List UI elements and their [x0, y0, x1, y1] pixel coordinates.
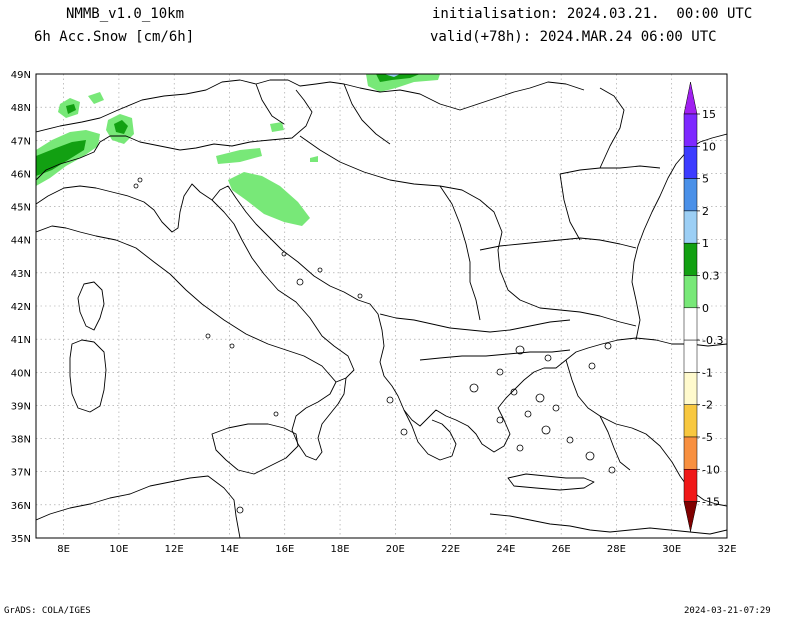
colorbar-label: -15	[702, 496, 720, 509]
lat-tick-label: 45N	[11, 203, 31, 214]
field-title: 6h Acc.Snow [cm/6h]	[34, 29, 195, 45]
lat-tick-label: 47N	[11, 136, 31, 147]
lat-tick-label: 49N	[11, 70, 31, 81]
lat-tick-label: 39N	[11, 401, 31, 412]
lat-tick-label: 43N	[11, 269, 31, 280]
model-title: NMMB_v1.0_10km	[66, 6, 185, 22]
colorbar-top-triangle	[683, 81, 698, 115]
lon-tick-label: 32E	[717, 544, 736, 555]
valid-time: valid(+78h): 2024.MAR.24 06:00 UTC	[430, 29, 717, 45]
lon-tick-label: 8E	[57, 544, 70, 555]
colorbar: 15 10 5 2 1 0.3 0 -0.3 -1 -2 -5 -10 -15	[683, 81, 723, 532]
colorbar-label: 5	[702, 173, 709, 186]
lon-tick-label: 18E	[331, 544, 350, 555]
colorbar-segment	[683, 404, 698, 438]
lat-tick-label: 46N	[11, 169, 31, 180]
gridlines	[36, 74, 727, 538]
colorbar-label: 0	[702, 302, 709, 315]
lat-tick-label: 44N	[11, 236, 31, 247]
colorbar-label: 0.3	[702, 270, 720, 283]
colorbar-segment	[683, 113, 698, 147]
colorbar-segment	[683, 178, 698, 212]
colorbar-segment	[683, 307, 698, 341]
colorbar-segment	[683, 372, 698, 405]
colorbar-label: -5	[702, 431, 713, 444]
colorbar-segment	[683, 210, 698, 244]
lon-tick-label: 20E	[386, 544, 405, 555]
lon-tick-label: 12E	[165, 544, 184, 555]
lat-tick-label: 40N	[11, 368, 31, 379]
colorbar-segment	[683, 242, 698, 276]
lon-tick-label: 26E	[552, 544, 571, 555]
colorbar-segment	[683, 339, 698, 373]
lon-tick-label: 24E	[496, 544, 515, 555]
snow-shading	[36, 74, 440, 226]
colorbar-label: -1	[702, 366, 713, 379]
colorbar-label: -10	[702, 463, 720, 476]
coastlines-borders	[36, 79, 727, 538]
islands	[133, 177, 616, 514]
footer-timestamp: 2024-03-21-07:29	[684, 606, 771, 616]
map-area	[36, 74, 727, 538]
footer-grads: GrADS: COLA/IGES	[4, 606, 91, 616]
lon-tick-label: 14E	[220, 544, 239, 555]
colorbar-segment	[683, 436, 698, 470]
lat-tick-label: 42N	[11, 302, 31, 313]
colorbar-label: 2	[702, 205, 709, 218]
colorbar-label: -0.3	[702, 334, 723, 347]
lon-tick-label: 10E	[109, 544, 128, 555]
colorbar-segment	[683, 469, 698, 502]
lon-tick-labels: 8E 10E 12E 14E 16E 18E 20E 22E 24E 26E 28E 30E 32E	[57, 544, 736, 555]
lat-tick-label: 38N	[11, 435, 31, 446]
lat-tick-label: 37N	[11, 468, 31, 479]
colorbar-label: 10	[702, 140, 716, 153]
lon-tick-label: 22E	[441, 544, 460, 555]
colorbar-label: 1	[702, 237, 709, 250]
colorbar-label: -2	[702, 399, 713, 412]
colorbar-label: 15	[702, 108, 716, 121]
lat-tick-label: 36N	[11, 501, 31, 512]
lat-tick-label: 41N	[11, 335, 31, 346]
colorbar-segment	[683, 275, 698, 309]
lat-tick-label: 35N	[11, 534, 31, 545]
init-time: initialisation: 2024.03.21. 00:00 UTC	[432, 6, 753, 22]
lat-tick-labels: 35N 36N 37N 38N 39N 40N 41N 42N 43N 44N 45N 46N 47N 4…	[11, 70, 31, 545]
colorbar-bottom-triangle	[683, 501, 698, 532]
map-frame	[35, 73, 728, 539]
lat-tick-label: 48N	[11, 103, 31, 114]
lon-tick-label: 28E	[607, 544, 626, 555]
colorbar-segment	[683, 146, 698, 179]
lon-tick-label: 16E	[275, 544, 294, 555]
lon-tick-label: 30E	[662, 544, 681, 555]
